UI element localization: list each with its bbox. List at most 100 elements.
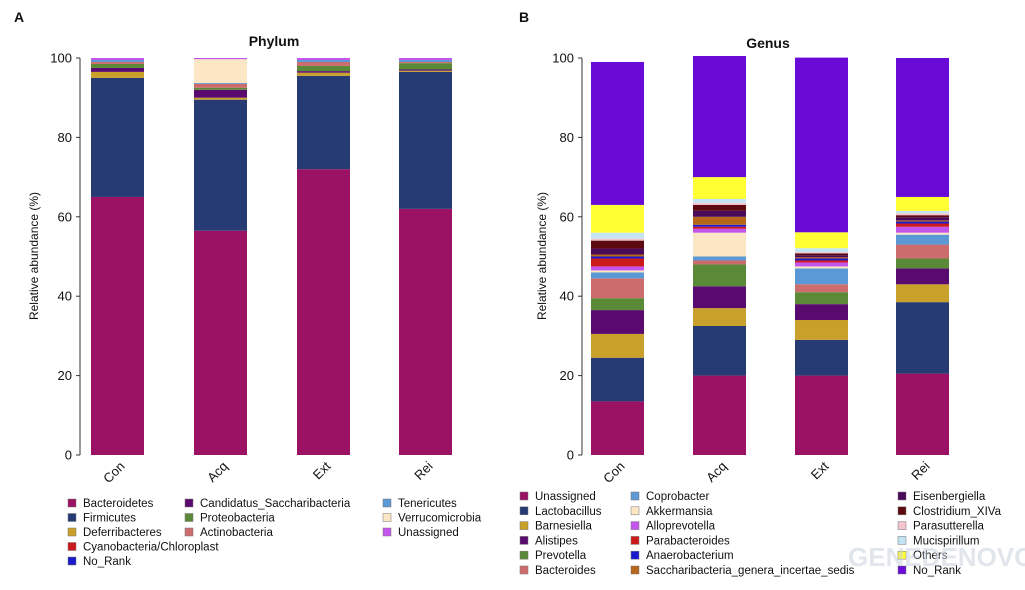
- bar-segment: [896, 196, 949, 211]
- bar-segment: [297, 61, 350, 66]
- bar-segment: [896, 244, 949, 259]
- legend-swatch: [67, 498, 77, 508]
- legend-swatch: [519, 521, 529, 530]
- legend-swatch: [382, 513, 392, 522]
- bar-segment: [896, 221, 949, 224]
- bar-segment: [795, 375, 848, 455]
- x-category-label: Ext: [808, 458, 832, 482]
- bar-segment: [591, 333, 644, 358]
- bar-segment: [896, 210, 949, 214]
- bar-segment: [591, 401, 644, 455]
- bar-segment: [297, 71, 350, 73]
- legend-swatch: [897, 521, 907, 530]
- watermark-text: GENEDENOVO 天生物: [848, 542, 1025, 572]
- bar-segment: [795, 252, 848, 254]
- legend-swatch: [67, 513, 77, 522]
- bar-segment: [591, 248, 644, 255]
- legend-label: Candidatus_Saccharibacteria: [200, 498, 351, 510]
- bar-segment: [591, 266, 644, 271]
- legend-label: No_Rank: [83, 556, 131, 568]
- bar-segment: [795, 253, 848, 256]
- legend-swatch: [519, 491, 529, 501]
- legend-swatch: [630, 565, 640, 575]
- y-tick-label: 60: [560, 209, 574, 224]
- bar-segment: [795, 304, 848, 321]
- bar-segment: [194, 83, 247, 84]
- legend-swatch: [897, 491, 907, 501]
- bar-segment: [795, 266, 848, 269]
- legend-swatch: [382, 527, 392, 537]
- bar-segment: [297, 72, 350, 76]
- bar-segment: [399, 69, 452, 71]
- bar-segment: [896, 217, 949, 221]
- y-axis-label: Relative abundance (%): [535, 192, 549, 320]
- legend-swatch: [67, 542, 77, 551]
- legend-swatch: [519, 550, 529, 560]
- bar-segment: [896, 258, 949, 269]
- legend-label: Eisenbergiella: [913, 491, 986, 503]
- bar-segment: [693, 204, 746, 211]
- bar-segment: [297, 65, 350, 72]
- y-tick-label: 0: [567, 448, 574, 463]
- bar-segment: [795, 260, 848, 263]
- bar-segment: [693, 256, 746, 261]
- legend-swatch: [630, 550, 640, 560]
- genus-chart: Genus Relative abundance (%) 0 20 40 60 80 100 C…: [519, 35, 1002, 577]
- legend-label: Coprobacter: [646, 491, 709, 503]
- bar-segment: [693, 56, 746, 178]
- legend-swatch: [67, 556, 77, 566]
- bar-segment: [896, 373, 949, 455]
- bar-segment: [693, 210, 746, 217]
- legend-swatch: [897, 550, 907, 560]
- bar-segment: [896, 226, 949, 233]
- legend-label: Proteobacteria: [200, 513, 275, 525]
- bar-segment: [591, 298, 644, 311]
- bar-segment: [795, 258, 848, 261]
- bar-segment: [591, 256, 644, 259]
- legend-label: Clostridium_XIVa: [913, 506, 1002, 518]
- legend-swatch: [184, 527, 194, 537]
- x-category-label: Rei: [411, 458, 435, 482]
- bar-segment: [399, 71, 452, 209]
- y-axis-label: Relative abundance (%): [27, 192, 41, 320]
- x-category-label: Acq: [703, 459, 729, 485]
- bar-segment: [693, 216, 746, 225]
- bar-segment: [297, 58, 350, 60]
- bar-segment: [591, 61, 644, 205]
- bar-segment: [896, 302, 949, 374]
- legend-label: Deferribacteres: [83, 527, 162, 539]
- bar-segment: [896, 58, 949, 197]
- bar-segment: [591, 240, 644, 249]
- bar-segment: [91, 59, 144, 62]
- bar-segment: [399, 59, 452, 62]
- legend-label: Alloprevotella: [646, 521, 716, 533]
- bar-segment: [693, 264, 746, 287]
- bar-segment: [795, 262, 848, 267]
- bar-segment: [194, 89, 247, 98]
- bar-segment: [896, 284, 949, 303]
- y-tick-label: 20: [58, 368, 72, 383]
- bar-segment: [896, 268, 949, 285]
- bar-segment: [795, 57, 848, 233]
- bar-segment: [194, 58, 247, 60]
- legend-label: Parasutterella: [913, 521, 985, 533]
- legend-label: Bacteroides: [535, 565, 596, 577]
- bar-segment: [693, 224, 746, 227]
- legend-label: Bacteroidetes: [83, 498, 154, 510]
- bar-segment: [591, 272, 644, 279]
- panel-a-letter: A: [14, 9, 24, 25]
- legend-label: Anaerobacterium: [646, 550, 734, 562]
- bar-segment: [896, 232, 949, 235]
- bar-segment: [591, 258, 644, 267]
- bar-segment: [91, 58, 144, 60]
- legend-label: Barnesiella: [535, 521, 592, 533]
- y-tick-label: 40: [560, 289, 574, 304]
- legend-swatch: [67, 527, 77, 537]
- bar-segment: [693, 202, 746, 205]
- bar-segment: [399, 61, 452, 64]
- panel-b-letter: B: [519, 9, 529, 25]
- legend-swatch: [630, 521, 640, 530]
- legend-swatch: [382, 498, 392, 508]
